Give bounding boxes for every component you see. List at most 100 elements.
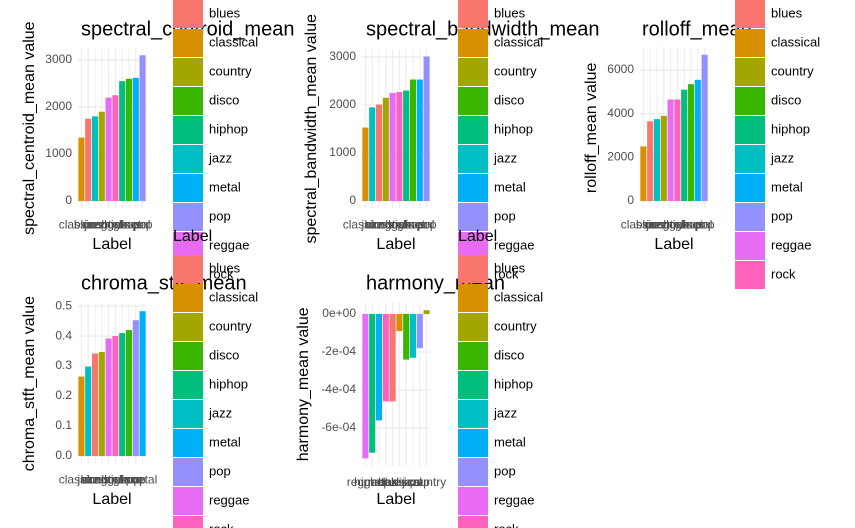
bar [674, 99, 681, 201]
x-tick-label: rock [388, 217, 412, 231]
y-tick-label: 2000 [607, 149, 634, 163]
bar [85, 366, 92, 457]
legend-key [173, 487, 203, 515]
legend-key [173, 371, 203, 399]
x-tick-label: metal [128, 472, 157, 486]
legend-key [173, 116, 203, 144]
bar [423, 310, 430, 314]
legend-label: metal [209, 434, 241, 449]
y-tick-label: 0.4 [55, 328, 72, 342]
x-tick-label: reggae [347, 475, 385, 489]
legend-label: rock [209, 521, 234, 528]
x-axis-title: Label [376, 236, 415, 253]
x-tick-label: pop [410, 475, 430, 489]
x-tick-label: rock [666, 217, 690, 231]
x-tick-label: disco [115, 217, 143, 231]
legend-label: pop [494, 463, 516, 478]
y-tick-label: 6000 [607, 62, 634, 76]
legend-key [458, 458, 488, 486]
x-axis-title: Label [92, 236, 131, 253]
y-tick-label: 0.3 [55, 358, 72, 372]
x-tick-label: blues [636, 217, 665, 231]
bar [85, 118, 92, 202]
legend-key [735, 232, 765, 260]
y-tick-label: 1000 [45, 146, 72, 160]
x-tick-label: country [407, 475, 446, 489]
legend-label: pop [209, 463, 231, 478]
bar [396, 92, 403, 201]
y-tick-label: 4000 [607, 106, 634, 120]
legend-key [173, 255, 203, 283]
legend-key [173, 400, 203, 428]
x-tick-label: classical [59, 217, 104, 231]
legend-key [173, 174, 203, 202]
y-axis-title: chroma_stft_mean value [21, 296, 38, 471]
legend-title: Label [458, 228, 497, 245]
bar [409, 79, 417, 201]
legend-key [173, 458, 203, 486]
legend-label: jazz [208, 405, 232, 420]
legend-label: metal [771, 179, 803, 194]
x-tick-label: blues [378, 475, 407, 489]
legend-label: blues [209, 5, 241, 20]
x-axis-title: Label [654, 236, 693, 253]
bar [362, 127, 369, 201]
x-axis-title: Label [376, 491, 415, 508]
legend-key [735, 29, 765, 57]
bar [640, 146, 647, 201]
legend-label: classical [494, 289, 543, 304]
bar [409, 314, 417, 358]
legend-key [458, 400, 488, 428]
x-tick-label: metal [121, 217, 150, 231]
y-tick-label: 0 [627, 193, 634, 207]
x-tick-label: metal [405, 217, 434, 231]
bar [389, 92, 396, 201]
legend-label: jazz [493, 150, 517, 165]
bar [132, 77, 139, 202]
legend-key [735, 174, 765, 202]
bar [112, 95, 119, 202]
bar [91, 116, 99, 202]
legend-label: classical [209, 34, 258, 49]
legend-label: metal [209, 179, 241, 194]
legend-key [458, 342, 488, 370]
legend-key [458, 203, 488, 231]
x-tick-label: disco [677, 217, 705, 231]
legend-label: reggae [771, 237, 811, 252]
legend-label: pop [494, 208, 516, 223]
x-tick-label: country [82, 217, 121, 231]
legend-key [173, 284, 203, 312]
y-tick-label: -2e-04 [321, 344, 356, 358]
legend-label: country [209, 63, 252, 78]
bar [369, 107, 376, 201]
bar [375, 314, 383, 421]
x-tick-label: reggae [374, 217, 412, 231]
legend-key [173, 0, 203, 28]
legend-label: blues [494, 5, 526, 20]
bar [416, 314, 423, 349]
x-tick-label: jazz [77, 472, 99, 486]
legend-key [173, 516, 203, 528]
bar [139, 311, 146, 457]
legend-label: rock [494, 521, 519, 528]
bar [139, 55, 146, 202]
bar [701, 54, 708, 201]
y-tick-label: 0.1 [55, 418, 72, 432]
legend-key [173, 429, 203, 457]
bar [105, 338, 112, 457]
y-tick-label: -6e-04 [321, 420, 356, 434]
bar [369, 314, 376, 453]
x-tick-label: metal [364, 475, 393, 489]
legend-key [735, 87, 765, 115]
x-tick-label: rock [104, 472, 128, 486]
x-tick-label: jazz [645, 217, 667, 231]
y-axis-title: spectral_centroid_mean value [21, 21, 38, 235]
bar [112, 336, 119, 457]
legend-key [735, 203, 765, 231]
legend-label: hiphop [209, 376, 248, 391]
bar [119, 81, 126, 202]
bar [382, 97, 389, 201]
y-axis-title: spectral_bandwidth_mean value [303, 14, 320, 244]
bar [403, 90, 410, 201]
bar [375, 104, 383, 201]
